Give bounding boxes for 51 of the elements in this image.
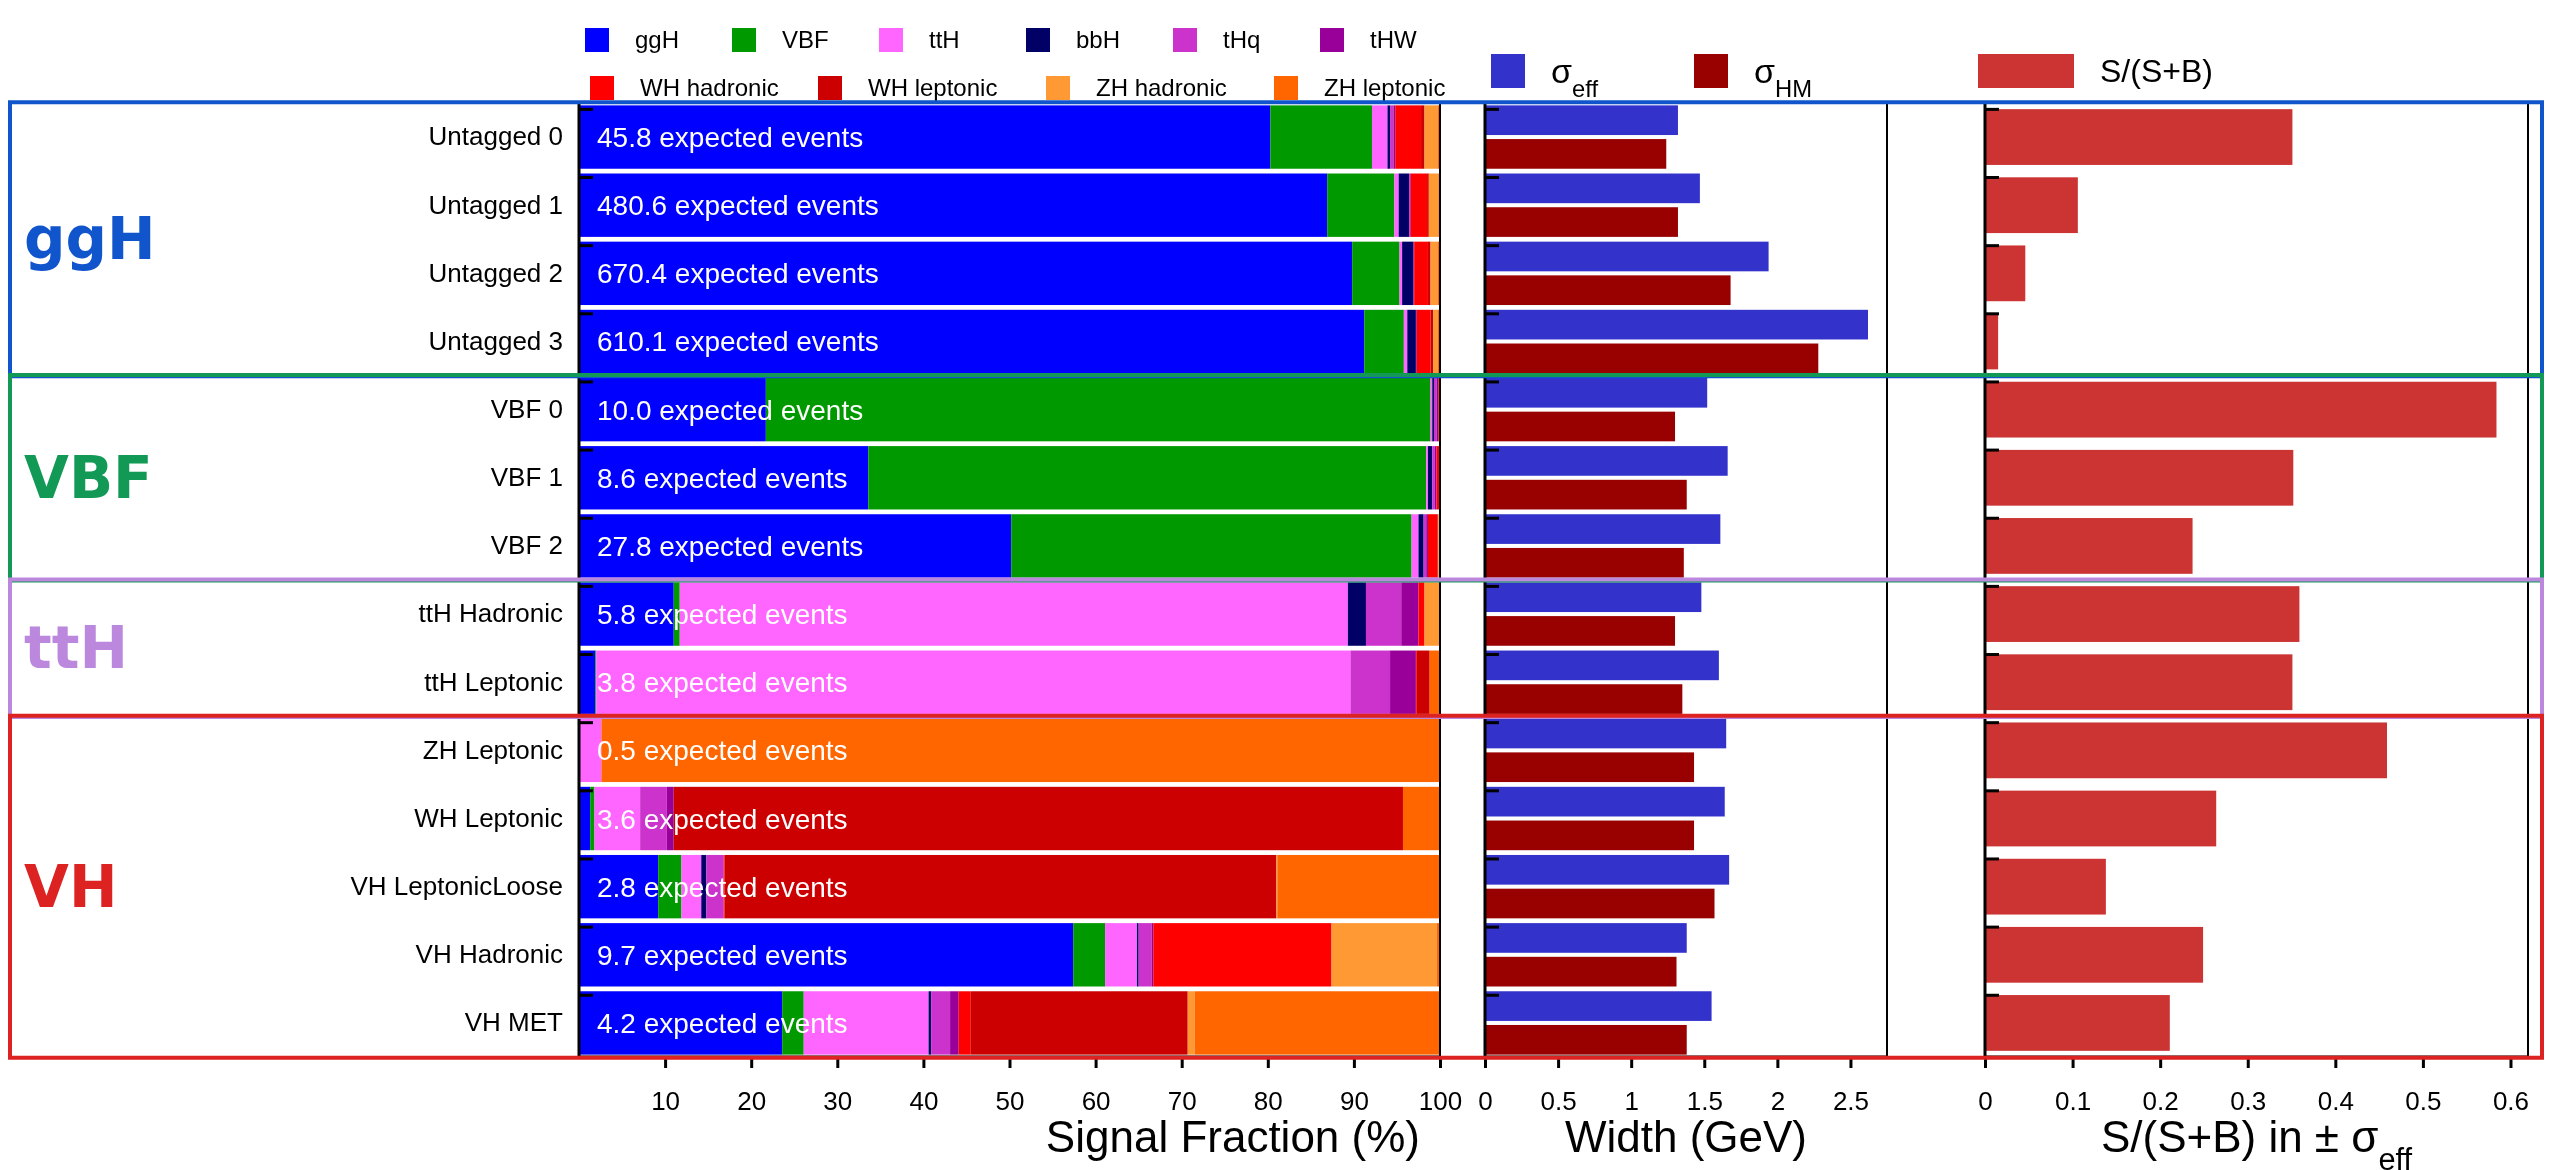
legend-label: σ$_{eff}$ (1551, 51, 1599, 102)
text: VBF (24, 443, 153, 512)
y-tick-label: VBF 2 (490, 530, 563, 561)
legend-label: σ$_{HM}$ (1754, 51, 1812, 102)
annotation: 3.8 expected events (597, 667, 848, 699)
y-tick-label: VBF 1 (490, 462, 563, 493)
y-tick-label: ttH Hadronic (418, 598, 563, 629)
y-tick-label: VH Hadronic (415, 939, 563, 970)
x-tick-label: 10 (651, 1086, 681, 1117)
y-tick-label: Untagged 0 (428, 121, 563, 152)
annotation: 670.4 expected events (597, 258, 879, 290)
text: ttH (24, 614, 128, 683)
legend-label: ttH (929, 26, 960, 54)
y-tick-label: Untagged 1 (428, 189, 563, 220)
legend-label: S/(S+B) (2100, 53, 2213, 90)
annotation: 2.8 expected events (597, 871, 848, 903)
x-tick-label: 50 (995, 1086, 1025, 1117)
x-tick-label: 40 (909, 1086, 939, 1117)
legend-label: WH leptonic (868, 74, 998, 102)
x-tick-label: 0 (1478, 1086, 1493, 1117)
annotation: 480.6 expected events (597, 190, 879, 222)
x-tick-label: 30 (823, 1086, 853, 1117)
legend-label: ZH hadronic (1096, 74, 1227, 102)
annotation: 9.7 expected events (597, 939, 848, 971)
text: VH (24, 852, 118, 921)
text: ggH (24, 205, 156, 274)
y-tick-label: Untagged 2 (428, 257, 563, 288)
y-tick-label: Untagged 3 (428, 325, 563, 356)
legend-label: tHW (1370, 26, 1417, 54)
x-tick-label: 0 (1978, 1086, 1993, 1117)
legend-label: ZH leptonic (1324, 74, 1446, 102)
x-tick-label: 100 (1418, 1086, 1463, 1117)
annotation: 27.8 expected events (597, 530, 864, 562)
annotation: 610.1 expected events (597, 326, 879, 358)
legend-label: ggH (635, 26, 680, 54)
y-tick-label: VH LeptonicLoose (350, 870, 563, 901)
y-tick-label: VBF 0 (490, 393, 563, 424)
annotation: 8.6 expected events (597, 462, 848, 494)
y-tick-label: WH Leptonic (414, 802, 563, 833)
x-tick-label: 20 (737, 1086, 767, 1117)
y-tick-label: ttH Leptonic (424, 666, 563, 697)
x-tick-label: 2.5 (1832, 1086, 1870, 1117)
annotation: 45.8 expected events (597, 122, 864, 154)
legend-label: VBF (782, 26, 829, 54)
legend-label: tHq (1223, 26, 1261, 54)
y-tick-label: VH MET (464, 1007, 564, 1038)
legend-label: WH hadronic (640, 74, 779, 102)
legend-label: bbH (1076, 26, 1121, 54)
y-tick-label: ZH Leptonic (422, 734, 563, 765)
x-tick-label: 0.6 (2492, 1086, 2530, 1117)
x-tick-label: 0.1 (2055, 1086, 2092, 1117)
